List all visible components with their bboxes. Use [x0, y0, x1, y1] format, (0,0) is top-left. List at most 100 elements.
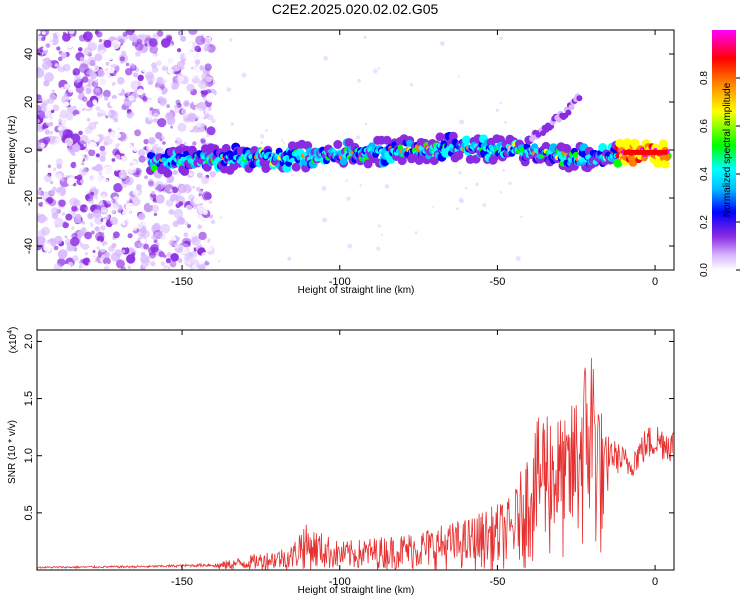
- noise-speckle: [73, 113, 83, 123]
- noise-speckle: [45, 117, 55, 127]
- y-tick-label: 20: [23, 96, 35, 108]
- noise-speckle: [219, 216, 223, 219]
- noise-speckle: [165, 258, 171, 264]
- noise-speckle: [115, 259, 125, 269]
- noise-speckle: [195, 35, 206, 46]
- noise-speckle: [183, 100, 190, 107]
- noise-speckle: [49, 41, 54, 45]
- noise-speckle: [180, 35, 187, 42]
- noise-speckle: [157, 118, 167, 128]
- noise-speckle: [197, 48, 202, 52]
- noise-speckle: [117, 96, 123, 101]
- noise-speckle: [109, 131, 118, 140]
- noise-speckle: [135, 97, 143, 105]
- noise-speckle: [144, 34, 152, 42]
- noise-speckle: [182, 249, 188, 255]
- noise-speckle: [457, 75, 460, 78]
- noise-speckle: [88, 122, 97, 130]
- noise-speckle: [97, 263, 106, 270]
- noise-speckle: [188, 171, 194, 177]
- noise-speckle: [143, 146, 147, 150]
- noise-speckle: [105, 110, 111, 117]
- noise-speckle: [499, 191, 503, 194]
- noise-speckle: [53, 167, 57, 171]
- noise-speckle: [323, 56, 328, 61]
- noise-speckle: [161, 55, 168, 61]
- noise-speckle: [37, 224, 43, 231]
- noise-speckle: [65, 174, 69, 179]
- noise-speckle: [62, 221, 69, 229]
- snr-background: [37, 330, 674, 570]
- noise-speckle: [439, 41, 445, 46]
- noise-speckle: [200, 90, 204, 94]
- noise-speckle: [159, 99, 167, 106]
- noise-speckle: [178, 201, 184, 207]
- noise-speckle: [265, 129, 268, 132]
- noise-speckle: [41, 93, 49, 101]
- noise-speckle: [159, 138, 163, 142]
- noise-speckle: [148, 38, 158, 47]
- noise-speckle: [203, 44, 211, 52]
- noise-speckle: [126, 76, 134, 84]
- noise-speckle: [504, 120, 507, 124]
- noise-speckle: [185, 122, 194, 131]
- noise-speckle: [127, 144, 134, 151]
- noise-speckle: [187, 112, 197, 123]
- noise-speckle: [49, 130, 54, 135]
- noise-speckle: [210, 219, 216, 225]
- noise-speckle: [43, 174, 52, 183]
- noise-speckle: [192, 141, 197, 146]
- noise-speckle: [121, 155, 125, 160]
- noise-speckle: [62, 63, 71, 72]
- noise-speckle: [137, 88, 144, 96]
- noise-speckle: [138, 155, 146, 163]
- noise-speckle: [157, 218, 162, 223]
- noise-speckle: [44, 129, 50, 135]
- noise-speckle: [125, 68, 133, 76]
- noise-speckle: [75, 160, 81, 166]
- ridge-core: [623, 149, 668, 155]
- noise-speckle: [168, 209, 175, 215]
- noise-speckle: [183, 141, 187, 145]
- noise-speckle: [54, 110, 58, 115]
- noise-speckle: [45, 252, 49, 256]
- noise-speckle: [177, 258, 183, 263]
- x-tick-label: 0: [652, 276, 658, 288]
- noise-speckle: [196, 186, 201, 192]
- noise-speckle: [346, 196, 351, 201]
- noise-speckle: [211, 223, 215, 227]
- snr-scale-label: (x104): [7, 327, 19, 354]
- noise-speckle: [46, 196, 54, 204]
- y-tick-label: 1.5: [23, 391, 35, 406]
- noise-speckle: [187, 71, 196, 80]
- snr-line: [37, 357, 674, 570]
- noise-speckle: [58, 56, 63, 62]
- noise-speckle: [103, 257, 111, 266]
- noise-speckle: [138, 61, 145, 67]
- noise-speckle: [43, 243, 52, 253]
- noise-speckle: [103, 89, 111, 98]
- noise-speckle: [121, 249, 126, 254]
- noise-speckle: [41, 226, 51, 236]
- noise-speckle: [100, 150, 107, 157]
- noise-speckle: [143, 193, 151, 201]
- x-tick-label: -50: [489, 576, 505, 588]
- noise-speckle: [205, 75, 212, 83]
- noise-speckle: [345, 179, 349, 182]
- ridge-blob: [174, 146, 184, 155]
- noise-speckle: [169, 260, 177, 268]
- noise-speckle: [151, 191, 155, 195]
- ridge-blob: [397, 156, 407, 166]
- noise-speckle: [155, 108, 161, 114]
- noise-speckle: [94, 38, 100, 45]
- ridge-blob: [382, 135, 392, 145]
- noise-speckle: [147, 99, 153, 104]
- noise-speckle: [41, 37, 46, 41]
- noise-speckle: [81, 76, 89, 83]
- noise-speckle: [126, 254, 136, 264]
- noise-speckle: [152, 52, 158, 57]
- ridge-blob: [289, 157, 295, 163]
- snr-scale-close: ): [8, 327, 19, 330]
- noise-speckle: [127, 165, 137, 174]
- ridge-blob: [622, 138, 632, 148]
